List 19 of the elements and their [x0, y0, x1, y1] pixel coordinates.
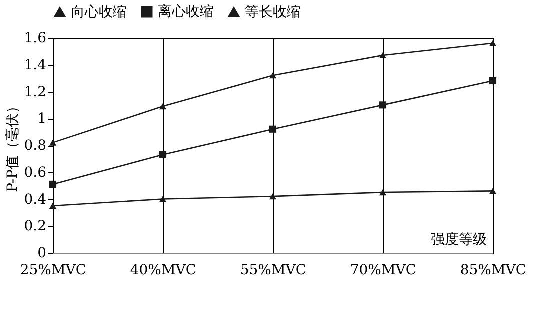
legend-label: 向心收缩 — [71, 4, 127, 20]
legend-label: 等长收缩 — [245, 4, 301, 20]
y-tick-label: 1.6 — [24, 30, 47, 46]
y-tick-label: 1 — [38, 111, 46, 128]
x-tick-label: 85%MVC — [460, 262, 527, 278]
annotation: 强度等级 — [431, 232, 487, 248]
x-tick-label: 55%MVC — [240, 262, 307, 278]
y-tick-label: 0.2 — [24, 218, 46, 235]
y-tick-label: 1.2 — [24, 84, 46, 100]
y-tick-label: 1.4 — [24, 57, 47, 74]
y-axis-title: P-P值（毫伏） — [5, 100, 22, 192]
x-tick-label: 70%MVC — [350, 262, 417, 278]
x-tick-label: 25%MVC — [20, 262, 87, 278]
x-tick-label: 40%MVC — [130, 262, 197, 278]
y-tick-label: 0.4 — [24, 192, 47, 208]
legend-label: 离心收缩 — [158, 4, 214, 20]
y-tick-label: 0 — [38, 246, 46, 262]
y-tick-label: 0.8 — [24, 138, 46, 154]
y-tick-label: 0.6 — [24, 164, 47, 181]
